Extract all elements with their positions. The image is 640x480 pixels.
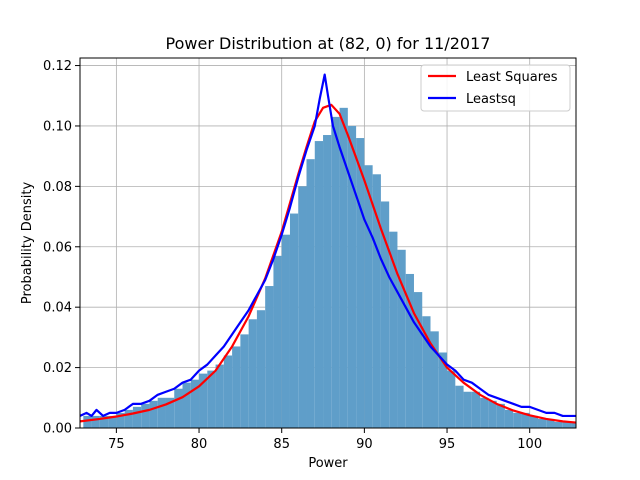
histogram-bar <box>554 421 563 428</box>
histogram-bar <box>83 415 92 428</box>
y-tick-label: 0.04 <box>43 301 72 316</box>
histogram-bar <box>124 409 133 428</box>
histogram-bar <box>430 331 439 428</box>
histogram-bar <box>190 379 200 428</box>
y-axis-label: Probability Density <box>20 182 35 305</box>
x-tick-label: 75 <box>108 437 125 452</box>
histogram-bar <box>99 415 109 428</box>
histogram-bar <box>339 107 348 428</box>
histogram-bar <box>356 138 365 428</box>
histogram-bar <box>496 403 505 428</box>
histogram-bar <box>463 391 472 428</box>
histogram-bar <box>323 135 332 429</box>
histogram-bar <box>488 400 497 428</box>
legend: Least Squares Leastsq <box>420 64 571 112</box>
histogram-bar <box>298 186 307 428</box>
histogram-bar <box>182 382 191 428</box>
histogram-bar <box>447 370 456 428</box>
histogram-bar <box>215 364 224 428</box>
histogram-bar <box>165 397 175 428</box>
histogram-bar <box>91 415 100 428</box>
histogram-bar <box>529 415 538 428</box>
series-lines <box>79 73 577 424</box>
histogram-bar <box>480 397 489 428</box>
histogram-bar <box>364 165 373 428</box>
y-tick-label: 0.06 <box>43 240 72 255</box>
histogram-bar <box>256 310 266 428</box>
x-tick-label: 90 <box>356 437 373 452</box>
histogram-bar <box>405 273 414 428</box>
histogram-bar <box>207 370 216 428</box>
histogram-bar <box>413 292 423 428</box>
histogram-bar <box>438 352 448 428</box>
histogram-bar <box>306 159 315 429</box>
histogram-bar <box>265 286 274 428</box>
histogram-bar <box>232 346 241 428</box>
histogram-bar <box>537 418 547 428</box>
legend-label-least-squares: Least Squares <box>466 70 558 85</box>
histogram-bar <box>132 406 142 428</box>
histogram-bar <box>248 319 257 428</box>
histogram-bar <box>389 231 398 428</box>
histogram-bar <box>314 141 324 428</box>
histogram-bar <box>546 418 555 428</box>
plot-frame <box>79 57 577 429</box>
x-tick-label: 95 <box>439 437 456 452</box>
x-axis-label: Power <box>308 456 348 471</box>
histogram-bar <box>281 234 290 428</box>
histogram-bar <box>289 213 299 428</box>
histogram-bar <box>422 316 431 428</box>
histogram-bar <box>149 400 158 428</box>
histogram-bar <box>571 421 576 428</box>
histogram-bar <box>521 412 530 428</box>
histogram-bar <box>397 249 406 428</box>
histogram-bar <box>174 388 183 428</box>
y-tick-label: 0.00 <box>43 422 72 437</box>
histogram-bar <box>372 174 381 428</box>
y-tick-label: 0.12 <box>43 59 72 74</box>
histogram-bar <box>380 201 390 428</box>
histogram-bars <box>83 107 576 429</box>
x-tick-label: 80 <box>191 437 208 452</box>
histogram-bar <box>108 415 117 428</box>
histogram-bar <box>347 125 357 429</box>
histogram-bar <box>471 391 481 428</box>
histogram-bar <box>504 409 514 428</box>
legend-box <box>420 64 571 112</box>
series-line-least-squares <box>79 103 577 424</box>
histogram-bar <box>273 255 282 428</box>
y-tick-label: 0.08 <box>43 180 72 195</box>
histogram-bar <box>240 334 249 428</box>
legend-label-leastsq: Leastsq <box>466 92 516 107</box>
x-tick-label: 85 <box>273 437 290 452</box>
y-axis-ticks: 0.00 0.02 0.04 0.06 0.08 0.10 0.12 <box>43 59 80 437</box>
histogram-bar <box>141 403 150 428</box>
x-axis-ticks: 75 80 85 90 95 100 <box>108 428 542 452</box>
histogram-bar <box>455 385 464 428</box>
histogram-bar <box>331 116 340 429</box>
chart-title: Power Distribution at (82, 0) for 11/201… <box>166 34 491 53</box>
y-tick-label: 0.02 <box>43 361 72 376</box>
x-tick-label: 100 <box>517 437 542 452</box>
y-tick-label: 0.10 <box>43 119 72 134</box>
histogram-bar <box>562 421 572 428</box>
histogram-bar <box>116 412 125 428</box>
series-line-leastsq <box>79 73 576 418</box>
histogram-bar <box>223 355 233 428</box>
histogram-bar <box>157 397 166 428</box>
histogram-bar <box>199 373 208 428</box>
histogram-bar <box>513 412 522 428</box>
